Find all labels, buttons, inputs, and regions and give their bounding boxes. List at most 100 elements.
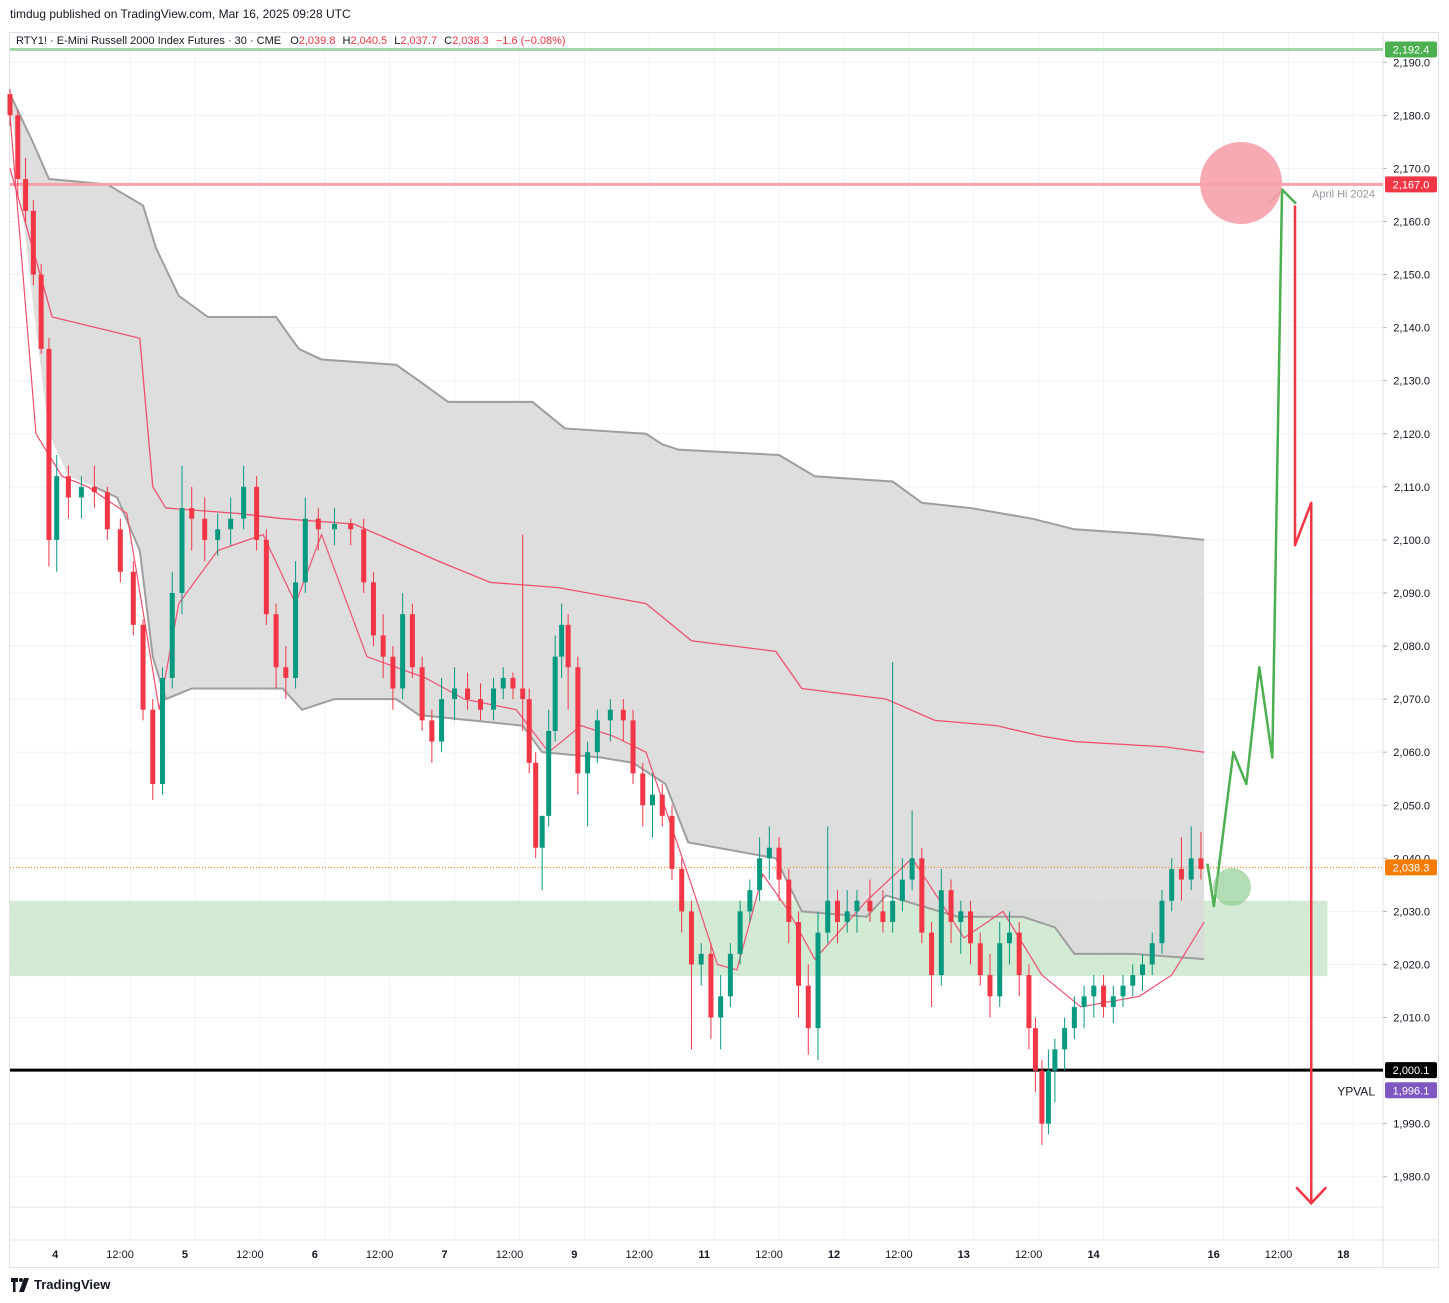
candle bbox=[332, 508, 337, 546]
candle bbox=[1159, 890, 1165, 954]
candle bbox=[844, 890, 850, 933]
candle bbox=[1032, 1017, 1038, 1092]
candle-body bbox=[890, 900, 896, 923]
chart-frame[interactable] bbox=[9, 32, 1439, 1268]
band-fill bbox=[10, 94, 1205, 960]
candle-body bbox=[215, 529, 221, 540]
candle-body bbox=[1032, 1028, 1038, 1071]
time-tick-label: 12:00 bbox=[106, 1249, 134, 1261]
price-tick-label: 2,120.0 bbox=[1393, 429, 1430, 441]
candle-body bbox=[607, 709, 613, 721]
candle-body bbox=[968, 911, 974, 944]
ypval-label: YPVAL bbox=[1337, 1084, 1375, 1098]
time-tick-label: 16 bbox=[1208, 1249, 1220, 1261]
candle bbox=[607, 699, 613, 742]
candle bbox=[1062, 1017, 1068, 1071]
tradingview-logo-icon bbox=[11, 1277, 29, 1292]
candle-body bbox=[825, 900, 831, 933]
candle-body bbox=[117, 529, 123, 572]
price-tick-label: 2,030.0 bbox=[1393, 906, 1430, 918]
candle bbox=[15, 110, 21, 195]
time-tick-label: 7 bbox=[442, 1249, 448, 1261]
candle-body bbox=[1130, 975, 1136, 986]
candle-body bbox=[546, 730, 552, 816]
candle bbox=[958, 900, 964, 954]
candle-body bbox=[361, 529, 367, 583]
candle-body bbox=[1169, 868, 1175, 901]
candle-body bbox=[899, 879, 905, 901]
candle bbox=[938, 868, 944, 986]
price-badges: 2,192.4 2,167.0 2,038.3 2,000.1 1,996.1 bbox=[1385, 41, 1437, 1099]
candle-body bbox=[796, 922, 802, 986]
candle bbox=[747, 879, 753, 923]
candle-body bbox=[500, 677, 506, 689]
candle bbox=[273, 603, 279, 689]
tradingview-brand: TradingView bbox=[34, 1277, 111, 1292]
candle bbox=[594, 709, 600, 763]
candle bbox=[565, 614, 571, 710]
candle bbox=[1149, 932, 1155, 976]
price-tick-label: 2,090.0 bbox=[1393, 588, 1430, 600]
badge-last-price: 2,038.3 bbox=[1385, 859, 1437, 876]
candle bbox=[1006, 911, 1012, 965]
candle-body bbox=[23, 179, 29, 211]
badge-2167: 2,167.0 bbox=[1385, 176, 1437, 193]
candle-body bbox=[815, 932, 821, 1029]
price-tick-label: 2,050.0 bbox=[1393, 800, 1430, 812]
time-tick-label: 18 bbox=[1337, 1249, 1349, 1261]
candle-body bbox=[91, 486, 97, 493]
time-tick-label: 12:00 bbox=[1015, 1249, 1043, 1261]
badge-last-price-text: 2,038.3 bbox=[1393, 862, 1430, 874]
candle bbox=[179, 465, 185, 615]
candle-body bbox=[1006, 932, 1012, 944]
candle bbox=[439, 677, 445, 753]
candle bbox=[948, 879, 954, 944]
candle bbox=[1130, 964, 1136, 997]
candle bbox=[585, 741, 591, 827]
candle bbox=[1198, 831, 1204, 880]
candle-body bbox=[1039, 1070, 1045, 1124]
candle bbox=[1178, 837, 1184, 901]
time-tick-label: 12:00 bbox=[755, 1249, 783, 1261]
candle bbox=[575, 656, 581, 795]
candle-body bbox=[15, 115, 21, 180]
candle-body bbox=[805, 985, 811, 1029]
candle bbox=[708, 943, 714, 1039]
candle bbox=[465, 672, 471, 710]
candle-body bbox=[150, 709, 156, 785]
candle bbox=[1101, 975, 1107, 1018]
candle-body bbox=[533, 762, 539, 848]
badge-2000: 2,000.1 bbox=[1385, 1062, 1437, 1079]
symbol-title: RTY1! · E-Mini Russell 2000 Index Future… bbox=[16, 35, 282, 47]
candle bbox=[669, 805, 675, 880]
candle bbox=[650, 773, 656, 838]
candle bbox=[263, 529, 269, 625]
candle-body bbox=[698, 953, 704, 965]
candle-body bbox=[526, 699, 532, 763]
badge-ypval-text: 1,996.1 bbox=[1393, 1085, 1430, 1097]
tradingview-footer[interactable]: TradingView bbox=[10, 1277, 110, 1292]
candles bbox=[7, 88, 1204, 1145]
badge-last-price-bg bbox=[1385, 859, 1437, 876]
time-tick-label: 12:00 bbox=[366, 1249, 394, 1261]
candle bbox=[919, 847, 925, 944]
candle bbox=[452, 667, 458, 721]
candle bbox=[315, 508, 321, 551]
candle-body bbox=[640, 773, 646, 806]
candle bbox=[929, 922, 935, 1007]
candle-body bbox=[552, 656, 558, 731]
badge-2192-bg bbox=[1385, 41, 1437, 58]
candle-body bbox=[491, 688, 497, 710]
candle bbox=[78, 476, 84, 519]
candle bbox=[104, 486, 110, 540]
candle-body bbox=[679, 868, 685, 912]
badge-2167-bg bbox=[1385, 176, 1437, 193]
price-tick-label: 2,080.0 bbox=[1393, 641, 1430, 653]
candle-body bbox=[1120, 985, 1126, 997]
badge-ypval-bg bbox=[1385, 1082, 1437, 1099]
candle bbox=[228, 497, 234, 546]
candle-body bbox=[429, 720, 435, 742]
time-tick-label: 12:00 bbox=[1265, 1249, 1293, 1261]
candle-body bbox=[254, 486, 260, 540]
